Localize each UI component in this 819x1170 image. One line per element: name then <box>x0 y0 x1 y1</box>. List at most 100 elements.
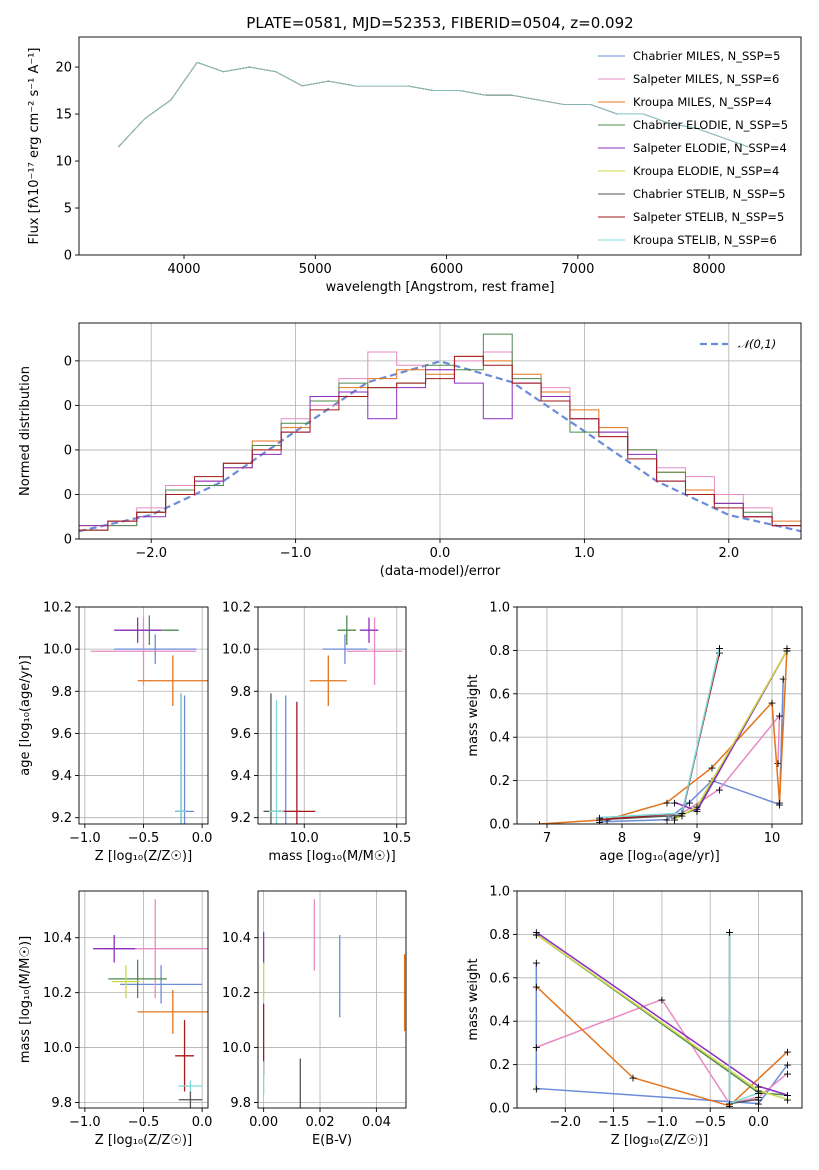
point-marker: + <box>535 818 544 831</box>
point-marker: + <box>725 926 734 939</box>
x-tick-label: 0.0 <box>748 1115 769 1130</box>
y-axis-label: mass [log₁₀(M/M☉)] <box>18 936 33 1063</box>
axes-frame <box>516 606 803 825</box>
axes-frame <box>257 606 407 825</box>
point-marker: + <box>685 796 694 809</box>
chart-panel-7: 0.00 0.02 0.04 9.8 10.0 10.2 10.4 E(B-V) <box>222 890 407 1148</box>
line-series-6 <box>535 933 788 1101</box>
x-tick-label: −0.5 <box>128 831 160 846</box>
x-tick-label: 4000 <box>167 262 200 277</box>
y-tick-label: 0.0 <box>489 818 510 833</box>
legend-label: Chabrier STELIB, N_SSP=5 <box>633 187 785 201</box>
legend-label: Kroupa ELODIE, N_SSP=4 <box>633 164 779 178</box>
legend: Chabrier MILES, N_SSP=5 Salpeter MILES, N… <box>598 49 788 247</box>
point-marker: + <box>595 814 604 827</box>
x-tick-label: 0.00 <box>249 1115 278 1130</box>
x-axis-label: Z [log₁₀(Z/Z☉)] <box>611 1133 708 1148</box>
point-marker: + <box>677 809 686 822</box>
x-axis-label: age [log₁₀(age/yr)] <box>599 849 720 864</box>
y-tick-label: 0.8 <box>489 644 510 659</box>
y-tick-label: 0.0 <box>489 1102 510 1117</box>
legend-label: Chabrier MILES, N_SSP=5 <box>633 49 780 63</box>
y-tick-label: 9.2 <box>230 811 251 826</box>
x-tick-label: −1.0 <box>69 831 101 846</box>
plot-area <box>263 615 403 824</box>
point-marker: + <box>783 1067 792 1080</box>
line-series-3 <box>535 985 789 1107</box>
y-tick-label: 9.8 <box>230 685 251 700</box>
y-tick-label: 10.0 <box>222 1041 251 1056</box>
plot-area <box>90 615 208 824</box>
line-series-8 <box>728 932 759 1105</box>
y-tick-label: 0.6 <box>489 971 510 986</box>
legend-label: 𝒩(0,1) <box>738 337 776 351</box>
x-tick-label: 10.5 <box>382 831 411 846</box>
point-marker: + <box>670 811 679 824</box>
chart-panel-6: −1.0 −0.5 0.0 9.8 10.0 10.2 10.4 Z [log₁₀(Z/Z☉)… <box>18 890 212 1148</box>
point-marker: + <box>754 1098 763 1111</box>
legend: 𝒩(0,1) <box>700 337 776 351</box>
axes-frame <box>78 36 802 256</box>
x-axis-label: (data-model)/error <box>380 564 501 579</box>
point-marker: + <box>767 696 776 709</box>
plot-area: ++++++++++++++++++++++++++++++++++++ <box>535 642 792 831</box>
chart-panel-4: 10.0 10.5 9.2 9.4 9.6 9.8 10.0 10.2 mass [log₁₀(… <box>222 601 411 865</box>
point-marker: + <box>754 1091 763 1104</box>
x-tick-label: 0.0 <box>430 546 451 561</box>
y-tick-label: 0.4 <box>489 1015 510 1030</box>
y-tick-label: 0.6 <box>489 687 510 702</box>
legend-label: Salpeter MILES, N_SSP=6 <box>633 72 779 86</box>
point-marker: + <box>670 814 679 827</box>
y-tick-label: 0 <box>64 249 72 264</box>
histogram-series-6 <box>79 355 801 531</box>
line-series-5 <box>535 931 788 1096</box>
point-marker: + <box>532 1041 541 1054</box>
x-tick-label: −1.0 <box>280 546 312 561</box>
y-tick-label: 10.0 <box>43 1041 72 1056</box>
point-marker: + <box>692 803 701 816</box>
x-tick-label: −2.0 <box>550 1115 582 1130</box>
point-marker: + <box>783 1089 792 1102</box>
point-marker: + <box>595 814 604 827</box>
axes-frame <box>257 890 407 1109</box>
y-tick-label: 9.4 <box>51 769 72 784</box>
point-marker: + <box>532 928 541 941</box>
chart-title: PLATE=0581, MJD=52353, FIBERID=0504, z=0… <box>246 14 633 32</box>
plot-area: +++++++++++++++ +++++++++ ++++ <box>532 926 792 1111</box>
point-marker: + <box>692 805 701 818</box>
x-tick-label: −1.0 <box>69 1115 101 1130</box>
line-series-1 <box>535 962 789 1105</box>
y-tick-label: 10.2 <box>222 986 251 1001</box>
axes-frame <box>516 890 803 1109</box>
chart-panel-2: −2.0 −1.0 0.0 1.0 2.0 0 0 0 0 0 (data-model)/error… <box>18 322 802 579</box>
y-tick-label: 9.8 <box>51 685 72 700</box>
x-tick-label: −1.5 <box>598 1115 630 1130</box>
legend-label: Kroupa STELIB, N_SSP=6 <box>633 233 777 247</box>
x-axis-label: Z [log₁₀(Z/Z☉)] <box>95 1133 192 1148</box>
point-marker: + <box>779 673 788 686</box>
point-marker: + <box>783 1059 792 1072</box>
point-marker: + <box>532 926 541 939</box>
point-marker: + <box>783 1089 792 1102</box>
x-tick-label: 0.0 <box>192 831 213 846</box>
y-tick-label: 1.0 <box>489 601 510 616</box>
point-marker: + <box>715 647 724 660</box>
y-tick-label: 20 <box>55 61 72 76</box>
chart-panel-1: 4000 5000 6000 7000 8000 0 5 10 15 20 wavelength [… <box>27 14 802 295</box>
y-tick-label: 0 <box>64 533 72 548</box>
point-marker: + <box>754 1087 763 1100</box>
y-tick-label: 9.8 <box>51 1096 72 1111</box>
y-tick-label: 0 <box>64 443 72 458</box>
y-tick-label: 10 <box>55 155 72 170</box>
point-marker: + <box>662 814 671 827</box>
point-marker: + <box>532 957 541 970</box>
line-series-1 <box>79 360 801 533</box>
legend-label: Kroupa MILES, N_SSP=4 <box>633 95 772 109</box>
y-tick-label: 0.2 <box>489 1058 510 1073</box>
y-tick-label: 10.2 <box>43 601 72 616</box>
x-tick-label: 2.0 <box>718 546 739 561</box>
y-tick-label: 9.6 <box>51 727 72 742</box>
x-tick-label: −0.5 <box>128 1115 160 1130</box>
point-marker: + <box>782 642 791 655</box>
y-axis-label: Normed distribution <box>18 366 33 496</box>
